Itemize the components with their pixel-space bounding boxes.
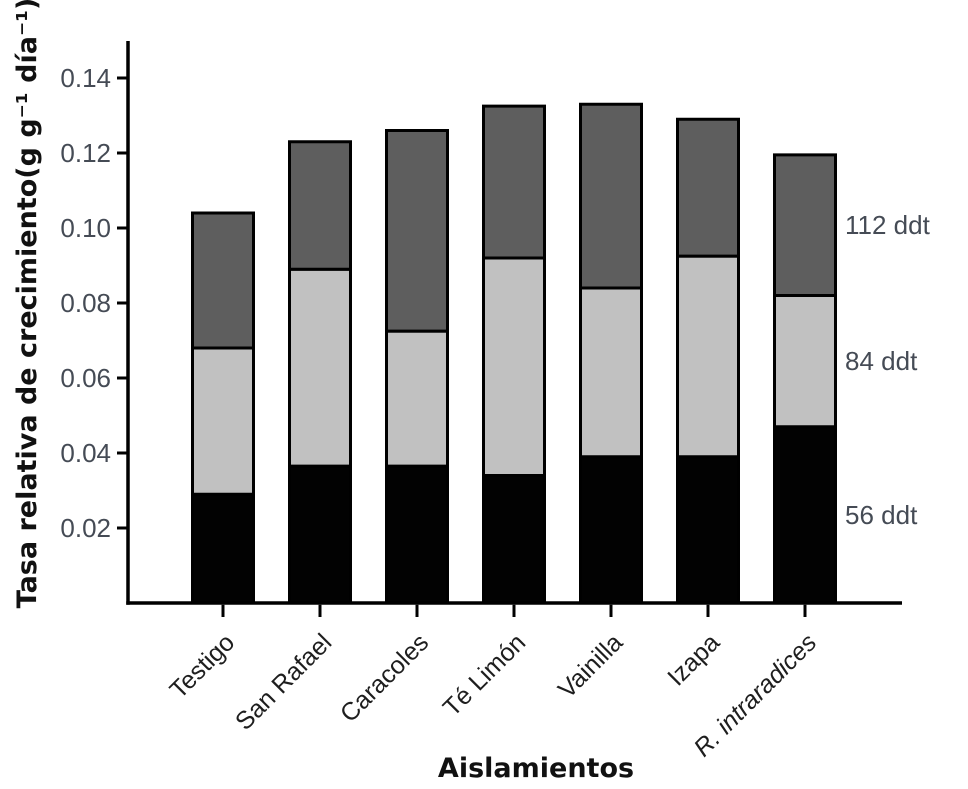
x-category-label-0: Testigo xyxy=(164,628,240,704)
x-category-label-4: Vainilla xyxy=(553,628,629,704)
y-tick-label-0.10: 0.10 xyxy=(60,213,111,243)
x-category-label-5: Izapa xyxy=(662,628,725,691)
x-category-label-2: Caracoles xyxy=(335,628,434,727)
bar-segment-112-ddt-3 xyxy=(482,104,546,260)
bar-segment-56-ddt-4 xyxy=(579,455,643,605)
x-category-label-1: San Rafael xyxy=(230,628,337,735)
series-label-56-ddt: 56 ddt xyxy=(845,500,918,530)
bar-segment-56-ddt-0 xyxy=(191,492,255,605)
bar-segment-56-ddt-2 xyxy=(385,464,449,605)
bar-segment-84-ddt-3 xyxy=(482,256,546,477)
y-tick-label-0.06: 0.06 xyxy=(60,363,111,393)
y-axis-title: Tasa relativa de crecimiento(g g⁻¹ día⁻¹… xyxy=(12,0,43,608)
bar-segment-56-ddt-6 xyxy=(773,425,837,605)
series-label-112-ddt: 112 ddt xyxy=(845,210,931,240)
bar-segment-84-ddt-2 xyxy=(385,329,449,468)
bar-segment-112-ddt-2 xyxy=(385,129,449,333)
bar-segment-56-ddt-1 xyxy=(288,464,352,605)
y-tick-label-0.02: 0.02 xyxy=(60,513,111,543)
x-category-label-3: Té Limón xyxy=(438,628,531,721)
series-label-84-ddt: 84 ddt xyxy=(845,346,918,376)
bar-segment-84-ddt-1 xyxy=(288,267,352,468)
bar-segment-112-ddt-4 xyxy=(579,102,643,290)
bar-segment-84-ddt-6 xyxy=(773,294,837,429)
y-tick-label-0.12: 0.12 xyxy=(60,138,111,168)
bar-segment-112-ddt-1 xyxy=(288,140,352,271)
y-tick-label-0.08: 0.08 xyxy=(60,288,111,318)
bar-segment-84-ddt-0 xyxy=(191,346,255,496)
bar-segment-112-ddt-0 xyxy=(191,211,255,350)
bar-segment-112-ddt-6 xyxy=(773,153,837,297)
bar-segment-84-ddt-4 xyxy=(579,286,643,459)
y-tick-label-0.14: 0.14 xyxy=(60,63,111,93)
bar-segment-112-ddt-5 xyxy=(676,117,740,258)
bar-segment-84-ddt-5 xyxy=(676,254,740,459)
bar-segment-56-ddt-5 xyxy=(676,455,740,605)
y-tick-label-0.04: 0.04 xyxy=(60,438,111,468)
bar-segment-56-ddt-3 xyxy=(482,474,546,605)
x-axis-title: Aislamientos xyxy=(438,753,634,784)
